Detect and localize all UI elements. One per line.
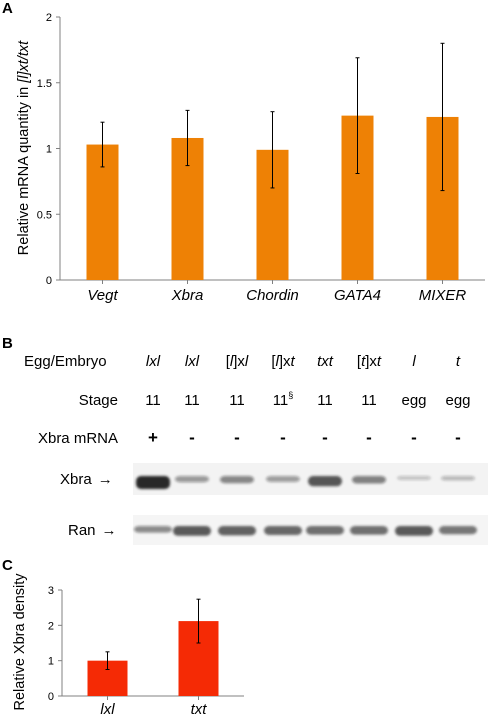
lane-stage: 11	[361, 392, 377, 409]
lane-stage: egg	[445, 392, 470, 409]
lane-stage: 11	[184, 392, 200, 409]
lane-mrna: -	[366, 428, 372, 447]
band-xbra	[308, 476, 342, 487]
band-xbra	[175, 476, 209, 483]
lane-label: [l]xt	[271, 353, 295, 370]
band-ran	[218, 526, 256, 536]
lane-mrna: -	[455, 428, 461, 447]
x-tick-label: Chordin	[246, 287, 299, 304]
band-ran	[350, 526, 388, 535]
band-ran	[395, 526, 433, 536]
lane-mrna: -	[411, 428, 417, 447]
lane-label: txt	[317, 353, 334, 370]
y-tick-label: 3	[48, 585, 54, 597]
panel-label-b: B	[2, 335, 13, 352]
panel-label-a: A	[2, 0, 13, 17]
y-tick-label: 0	[46, 275, 52, 287]
chart-a-ylabel: Relative mRNA quantity in [l]xt/txt	[16, 40, 32, 255]
arrow-icon: →	[98, 471, 113, 488]
band-xbra	[441, 476, 475, 481]
band-xbra	[397, 476, 431, 480]
chart-c: Relative Xbra density 0 1 2 3 lxl txt	[12, 573, 244, 718]
lane-stage: 11	[229, 392, 245, 409]
row-label-ran: Ran →	[68, 522, 117, 539]
x-tick-label: Xbra	[171, 287, 204, 304]
band-xbra	[220, 476, 254, 484]
y-tick-label: 2	[48, 620, 54, 632]
band-xbra	[352, 476, 386, 484]
western-blot: Egg/Embryo Stage Xbra mRNA Xbra → Ran → lx…	[24, 353, 488, 545]
chart-c-ylabel: Relative Xbra density	[12, 573, 28, 711]
x-tick-label: txt	[191, 701, 208, 717]
band-ran	[173, 526, 211, 536]
lane-stage: 11§	[273, 390, 294, 409]
row-label-xbra: Xbra →	[60, 471, 113, 488]
y-tick-label: 1.5	[37, 78, 52, 90]
lane-stage: egg	[401, 392, 426, 409]
chart-a: Relative mRNA quantity in [l]xt/txt 0 0.5…	[16, 12, 485, 304]
lane-mrna: -	[280, 428, 286, 447]
row-label-egg-embryo: Egg/Embryo	[24, 353, 107, 370]
lane-label: lxl	[146, 353, 161, 370]
y-tick-label: 1	[48, 656, 54, 668]
lane-mrna: -	[322, 428, 328, 447]
y-tick-label: 2	[46, 12, 52, 24]
y-tick-label: 0	[48, 691, 54, 703]
lane-mrna: -	[189, 428, 195, 447]
panel-label-c: C	[2, 557, 13, 574]
row-label-xbra-mrna: Xbra mRNA	[38, 430, 118, 447]
row-label-stage: Stage	[79, 392, 118, 409]
lane-stage: 11	[145, 392, 161, 409]
x-tick-label: MIXER	[419, 287, 467, 304]
lane-stage: 11	[317, 392, 333, 409]
x-tick-label: GATA4	[334, 287, 381, 304]
lane-label: t	[456, 353, 461, 370]
band-xbra	[136, 476, 170, 489]
y-tick-label: 1	[46, 144, 52, 156]
lane-label: [t]xt	[357, 353, 382, 370]
lane-mrna: -	[234, 428, 240, 447]
lane-label: l	[412, 353, 416, 370]
band-ran	[306, 526, 344, 535]
arrow-icon: →	[102, 522, 117, 539]
lane-label: lxl	[185, 353, 200, 370]
x-tick-label: Vegt	[87, 287, 118, 304]
x-tick-label: lxl	[100, 701, 115, 717]
band-xbra	[266, 476, 300, 482]
y-tick-label: 0.5	[37, 209, 52, 221]
band-ran	[439, 526, 477, 535]
band-ran	[134, 526, 172, 533]
lane-label: [l]xl	[226, 353, 249, 370]
lane-mrna: +	[148, 428, 158, 447]
band-ran	[264, 526, 302, 535]
